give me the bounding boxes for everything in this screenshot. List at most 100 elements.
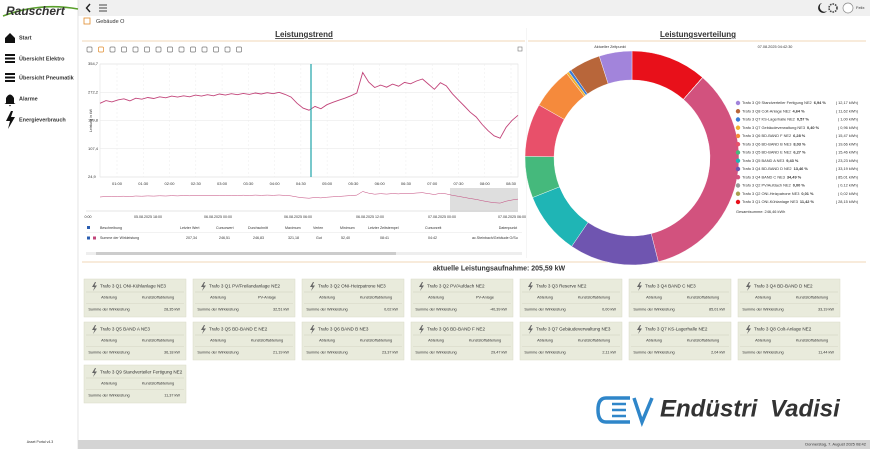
toolbar-button[interactable]	[86, 46, 93, 53]
toolbar-button[interactable]	[98, 46, 104, 53]
navigator-label: 06.08.2025 06:00	[284, 215, 312, 219]
energy-icon	[6, 111, 15, 129]
tile-title: Trafo 3 Q5 BD-BAND E NE2	[209, 327, 268, 332]
tile-title: Trafo 3 Q3 Reserve NE2	[536, 284, 587, 289]
legend-dot	[735, 191, 741, 196]
legend-label: Trafo 3 Q1 ONI-Kühlanlage NE3 11,42 %	[742, 199, 814, 204]
tile-department: Kunststoffabteilung	[578, 339, 610, 343]
toolbar-button[interactable]	[109, 46, 116, 53]
tile-power: 11,44 kW	[818, 351, 834, 355]
tile[interactable]	[519, 278, 623, 318]
legend-percent: 6,28 %	[793, 133, 806, 138]
tile-title: Trafo 3 Q4 BAND C NE3	[645, 284, 696, 289]
tile-title: Trafo 3 Q8 Colt-Anlage NE2	[754, 327, 812, 332]
legend-label: Trafo 3 Q9 Standverteiler Fertigung NE2 6…	[742, 100, 826, 105]
tile[interactable]	[519, 321, 623, 361]
table-header: Beschreibung	[100, 226, 122, 230]
dark-mode-toggle[interactable]	[818, 3, 827, 13]
tile-label: Abteilung	[101, 296, 117, 300]
tile[interactable]	[83, 321, 187, 361]
toolbar-button[interactable]	[132, 46, 139, 53]
legend-dot	[735, 158, 741, 163]
table-cell: Gut	[316, 236, 322, 240]
table-header: Letzter Wert	[180, 226, 200, 230]
legend-percent: 0,40 %	[807, 125, 820, 130]
tile-label: Summe der Wirkleistung	[524, 308, 565, 312]
table-header: Minimum	[340, 226, 355, 230]
tile[interactable]	[83, 364, 187, 404]
top-bar	[78, 0, 870, 16]
tile-title: Trafo 3 Q2 PV/Aufdach NE2	[427, 284, 485, 289]
tile[interactable]	[737, 278, 841, 318]
menu-button[interactable]	[99, 4, 107, 12]
tile[interactable]	[83, 278, 187, 318]
toolbar-button[interactable]	[213, 46, 219, 53]
tile[interactable]	[737, 321, 841, 361]
tile[interactable]	[192, 321, 296, 361]
toolbar-button[interactable]	[144, 46, 150, 53]
legend-label: Trafo 3 Q4 BD-BAND D NE2 13,46 %	[742, 166, 808, 171]
tile[interactable]	[628, 278, 732, 318]
toolbar-button[interactable]	[517, 46, 523, 52]
menu-item[interactable]: Start	[19, 35, 32, 41]
tile[interactable]	[628, 321, 732, 361]
watermark-text-1: Endüstri	[660, 395, 759, 422]
toolbar-button[interactable]	[121, 46, 127, 53]
tile-icon	[201, 325, 206, 334]
legend-dot	[735, 133, 741, 139]
toolbar-button[interactable]	[224, 46, 231, 53]
back-button[interactable]	[85, 3, 91, 13]
table-cell: ac.Steinbach/Gebäude O/Su	[472, 236, 518, 240]
user-name: Felix	[856, 5, 864, 10]
legend-value: ( 85,01 kWh)	[836, 174, 859, 179]
legend-dot	[735, 100, 741, 106]
legend-name: Trafo 3 Q7 Gebäudeverwaltung NE3	[742, 125, 805, 130]
tile[interactable]	[192, 278, 296, 318]
settings-button[interactable]	[828, 3, 838, 13]
x-tick-label: 07:00	[427, 181, 438, 186]
menu-item[interactable]: Übersicht Elektro	[19, 55, 65, 62]
tile-department: Kunststoffabteilung	[360, 296, 392, 300]
table-cell: 207,34	[186, 236, 197, 240]
menu-item[interactable]: Alarme	[19, 96, 38, 102]
tile-icon	[201, 282, 206, 291]
table-cell: 52,40	[341, 236, 350, 240]
toolbar-button[interactable]	[178, 46, 185, 53]
pneumatik-icon	[5, 73, 15, 82]
toolbar-button[interactable]	[201, 46, 208, 53]
x-tick-label: 05:30	[348, 181, 359, 186]
tile-power: 23,37 kW	[382, 351, 398, 355]
tile[interactable]	[301, 321, 405, 361]
toolbar-button[interactable]	[190, 46, 196, 53]
version: Asset Portal v4.3	[27, 440, 54, 444]
legend-label: Trafo 3 Q4 BAND C NE3 34,49 %	[742, 174, 802, 179]
tile-department: Kunststoffabteilung	[687, 296, 719, 300]
user-avatar[interactable]	[842, 2, 854, 14]
legend-percent: 4,64 %	[793, 108, 806, 113]
tile-label: Summe der Wirkleistung	[197, 351, 238, 355]
tile-label: Summe der Wirkleistung	[415, 308, 456, 312]
x-tick-label: 07:30	[453, 181, 464, 186]
tile-label: Abteilung	[646, 296, 662, 300]
legend-percent: 34,49 %	[787, 174, 802, 179]
legend-name: Trafo 3 Q6 BD-BAND B NE3	[742, 141, 791, 146]
menu-item[interactable]: Energieverbrauch	[19, 117, 66, 123]
checkbox[interactable]	[87, 226, 90, 229]
legend-dot	[735, 109, 741, 114]
tile[interactable]	[301, 278, 405, 318]
toolbar-button[interactable]	[236, 46, 242, 53]
legend-percent: 6,27 %	[793, 150, 806, 155]
toolbar-button[interactable]	[155, 46, 162, 53]
scrollbar-thumb[interactable]	[96, 252, 396, 255]
table-cell: 246,51	[219, 236, 230, 240]
checkbox[interactable]	[87, 236, 90, 240]
toolbar-button[interactable]	[167, 46, 173, 53]
legend-value: ( 0,02 kWh)	[838, 191, 859, 196]
menu-item[interactable]: Übersicht Pneumatik	[19, 74, 75, 81]
tile[interactable]	[410, 278, 514, 318]
legend-dot	[735, 150, 741, 155]
tile[interactable]	[410, 321, 514, 361]
tile-title: Trafo 3 Q7 KS-Lagerhalle NE2	[645, 327, 708, 332]
legend-percent: 0,57 %	[797, 117, 810, 122]
